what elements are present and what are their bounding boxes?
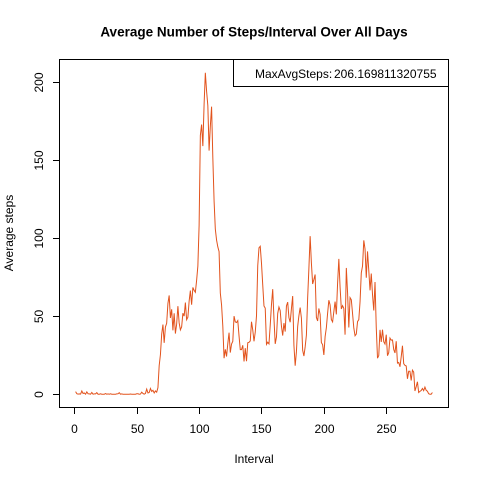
x-tick-label: 250 bbox=[376, 422, 396, 436]
x-tick-label: 50 bbox=[131, 422, 145, 436]
x-axis: 0 50 100 150 200 250 bbox=[71, 407, 397, 436]
y-axis-label: Average steps bbox=[2, 195, 16, 272]
x-tick-label: 150 bbox=[251, 422, 271, 436]
legend-box bbox=[233, 59, 449, 87]
x-tick-label: 200 bbox=[314, 422, 334, 436]
x-tick-label: 100 bbox=[189, 422, 209, 436]
chart-title: Average Number of Steps/Interval Over Al… bbox=[100, 25, 407, 40]
y-axis: 0 50 100 150 200 bbox=[32, 72, 60, 398]
y-tick-label: 50 bbox=[32, 310, 46, 324]
y-tick-label: 150 bbox=[32, 150, 46, 170]
plot-frame bbox=[59, 59, 449, 408]
y-tick-label: 200 bbox=[32, 72, 46, 92]
legend-value: 206.169811320755 bbox=[334, 67, 437, 81]
steps-series-line bbox=[75, 72, 433, 396]
y-tick-label: 100 bbox=[32, 228, 46, 248]
x-tick-label: 0 bbox=[71, 422, 78, 436]
legend: MaxAvgSteps: 206.169811320755 bbox=[233, 59, 449, 87]
legend-label: MaxAvgSteps: bbox=[255, 67, 332, 81]
x-axis-label: Interval bbox=[234, 452, 273, 466]
y-tick-label: 0 bbox=[32, 391, 46, 398]
